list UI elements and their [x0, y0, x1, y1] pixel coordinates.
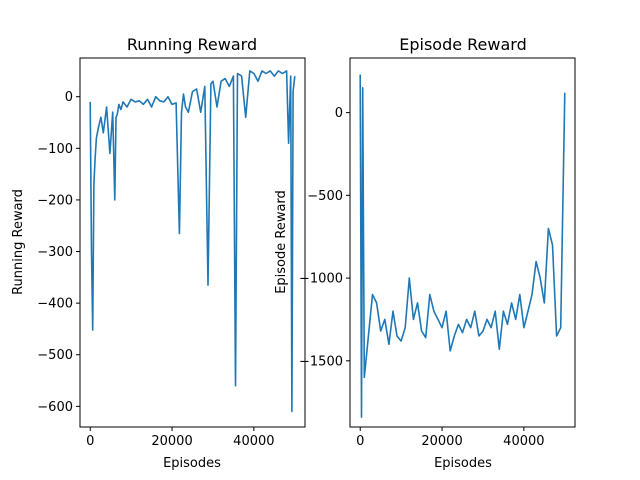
running-reward-ylabel: Running Reward	[11, 189, 26, 295]
episode-reward-plot: 0 20000 40000 0 −500 −1000 −1500	[299, 74, 566, 449]
episode-reward-ylabel: Episode Reward	[274, 190, 289, 294]
running-reward-ytick-label: −400	[37, 297, 73, 312]
running-reward-plot: 0 20000 40000 0 −100 −200 −300 −400 −500 −600	[37, 70, 296, 449]
running-reward-xtick-label: 20000	[151, 434, 192, 449]
episode-reward-xtick-label: 20000	[421, 434, 462, 449]
episode-reward-panel: Episode Reward 0 20000 40000 0 −500 −1000 −150…	[274, 35, 576, 471]
running-reward-xlabel: Episodes	[163, 456, 221, 471]
running-reward-xtick-label: 40000	[233, 434, 274, 449]
running-reward-panel: Running Reward 0 20000 40000 0 −100 −200 −300 −…	[11, 35, 306, 471]
episode-reward-xtick-label: 40000	[503, 434, 544, 449]
episode-reward-title: Episode Reward	[399, 35, 527, 54]
running-reward-series-line	[89, 70, 296, 413]
running-reward-ytick-label: −300	[37, 245, 73, 260]
episode-reward-ytick-label: −1500	[299, 354, 343, 369]
running-reward-ytick-label: 0	[65, 90, 73, 105]
running-reward-ytick-label: −500	[37, 348, 73, 363]
episode-reward-ytick-label: 0	[335, 106, 343, 121]
episode-reward-ytick-label: −1000	[299, 272, 343, 287]
running-reward-ytick-label: −200	[37, 193, 73, 208]
episode-reward-ytick-label: −500	[307, 189, 343, 204]
episode-reward-frame	[349, 57, 576, 428]
running-reward-ytick-label: −600	[37, 400, 73, 415]
episode-reward-xtick-label: 0	[356, 434, 364, 449]
running-reward-ytick-label: −100	[37, 142, 73, 157]
episode-reward-series-line	[359, 74, 566, 418]
running-reward-title: Running Reward	[127, 35, 257, 54]
running-reward-frame	[79, 57, 306, 428]
running-reward-xtick-label: 0	[86, 434, 94, 449]
episode-reward-xlabel: Episodes	[434, 456, 492, 471]
